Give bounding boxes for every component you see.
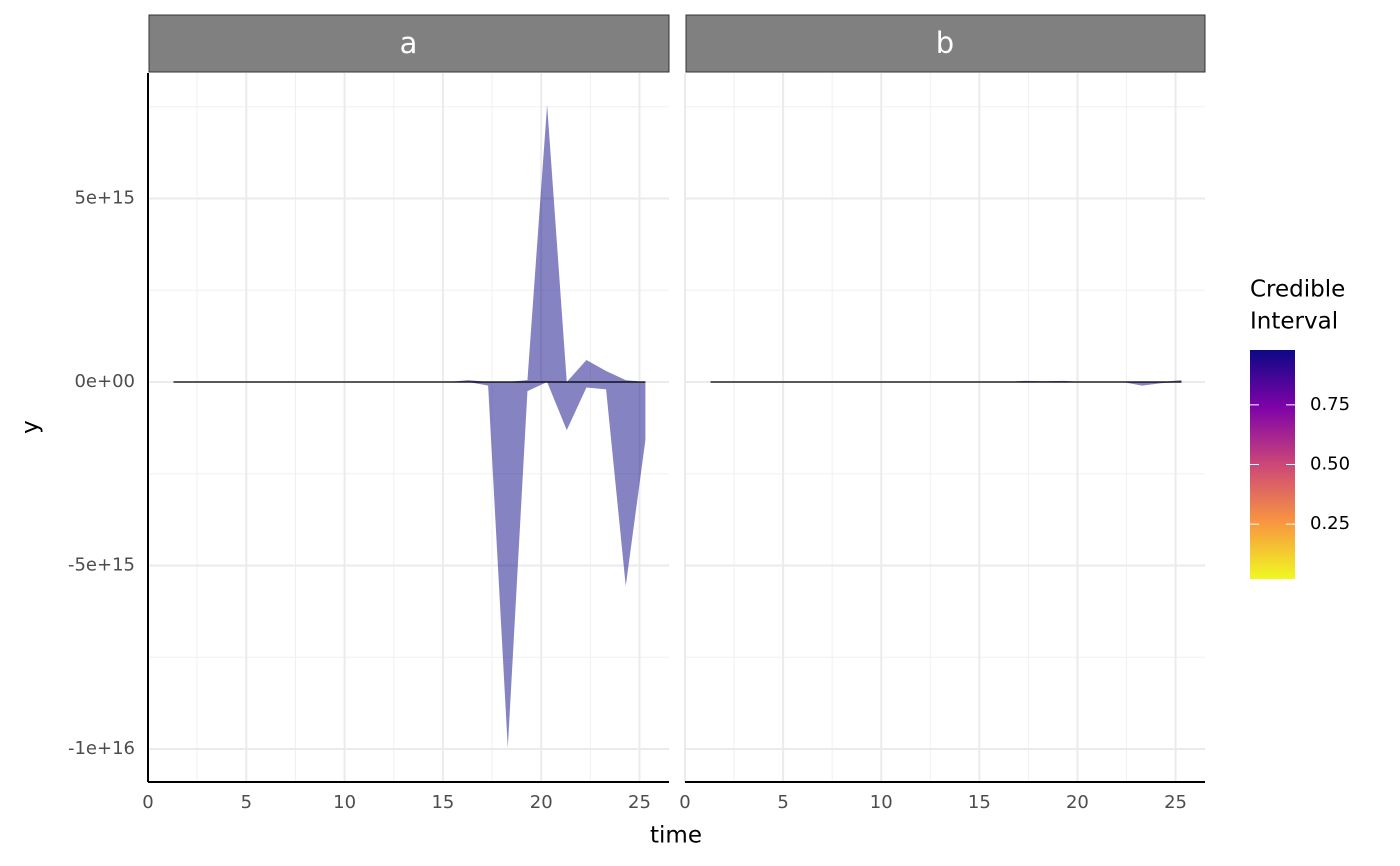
x-tick-label: 10 xyxy=(333,792,356,813)
y-tick-label: -5e+15 xyxy=(68,554,135,575)
x-tick-label: 20 xyxy=(530,792,553,813)
y-axis-label: y xyxy=(18,420,44,434)
legend-tick-label: 0.50 xyxy=(1310,454,1350,475)
x-tick-label: 20 xyxy=(1066,792,1089,813)
y-tick-label: 0e+00 xyxy=(74,371,135,392)
x-tick-label: 25 xyxy=(1164,792,1187,813)
x-tick-label: 15 xyxy=(968,792,991,813)
facet-label: a xyxy=(400,26,418,60)
y-tick-label: 5e+15 xyxy=(74,188,135,209)
legend-title: Credible xyxy=(1250,277,1345,303)
credible-ribbon xyxy=(173,104,646,748)
x-axis-label: time xyxy=(650,823,702,849)
x-tick-label: 0 xyxy=(679,792,690,813)
x-tick-label: 0 xyxy=(142,792,153,813)
facet-label: b xyxy=(936,26,954,60)
x-tick-label: 5 xyxy=(777,792,788,813)
x-tick-label: 25 xyxy=(628,792,651,813)
facet-strip xyxy=(685,14,1206,73)
facet-strip xyxy=(148,14,670,73)
legend-title: Interval xyxy=(1250,309,1338,335)
x-tick-label: 5 xyxy=(241,792,252,813)
x-tick-label: 15 xyxy=(431,792,454,813)
legend-tick-label: 0.25 xyxy=(1310,513,1350,534)
y-tick-label: -1e+16 xyxy=(68,738,135,759)
x-tick-label: 10 xyxy=(870,792,893,813)
legend-tick-label: 0.75 xyxy=(1310,394,1350,415)
